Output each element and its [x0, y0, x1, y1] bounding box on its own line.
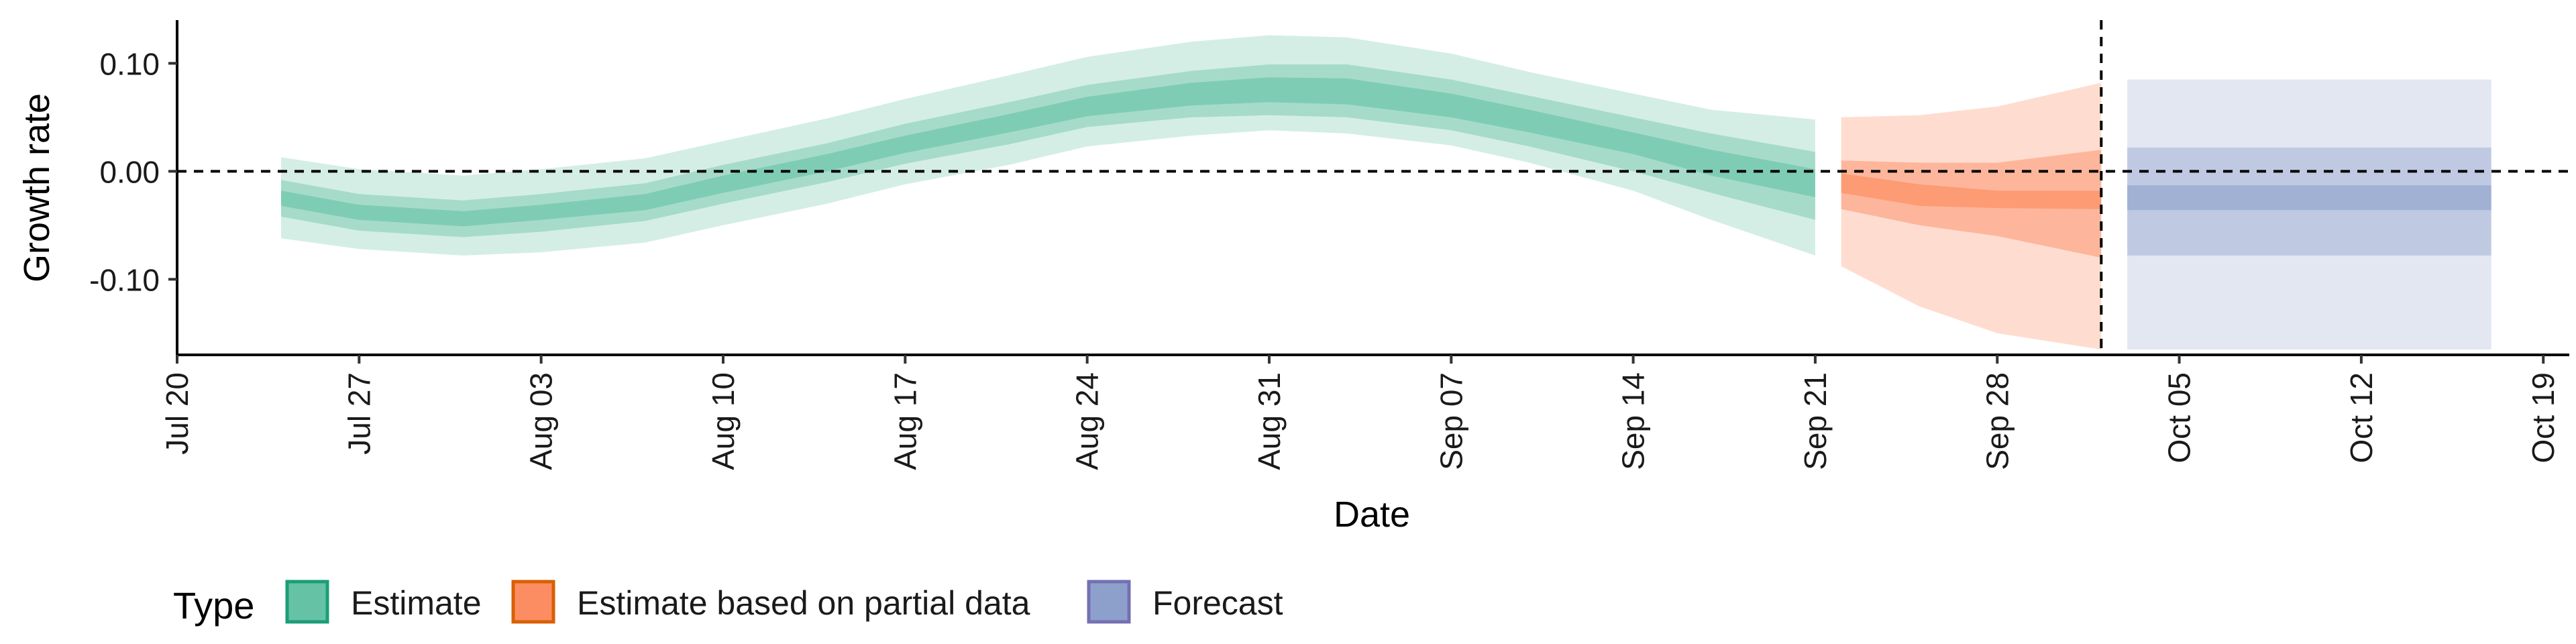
x-tick-label: Aug 24 [1070, 372, 1105, 470]
x-tick-label: Sep 21 [1798, 372, 1833, 470]
x-tick-label: Jul 27 [341, 372, 376, 455]
legend: Type Estimate Estimate based on partial d… [173, 580, 1283, 627]
legend-label: Estimate [351, 584, 482, 622]
x-tick-label: Aug 03 [524, 372, 559, 470]
x-ticks: Jul 20 Jul 27 Aug 03 Aug 10 Aug 17 Aug 24 Aug … [160, 355, 2561, 470]
x-tick-label: Oct 19 [2526, 372, 2561, 464]
x-tick-label: Sep 28 [1980, 372, 2015, 470]
x-tick-label: Sep 14 [1616, 372, 1651, 470]
y-ticks: 0.10 0.00 -0.10 [89, 46, 177, 297]
estimate-based-on-partial-data-outer-band [1841, 83, 2102, 350]
legend-key [511, 580, 555, 624]
legend-key [285, 580, 329, 624]
legend-label: Estimate based on partial data [577, 584, 1030, 622]
series-estimate [281, 35, 1815, 256]
x-tick-label: Oct 05 [2162, 372, 2197, 464]
y-tick-label: -0.10 [89, 262, 160, 297]
legend-item-estimate: Estimate [285, 580, 482, 624]
x-tick-label: Aug 10 [706, 372, 741, 470]
forecast-inner-band [2127, 185, 2491, 211]
estimate-based-on-partial-data-inner-band [1841, 173, 2102, 209]
x-tick-label: Jul 20 [160, 372, 195, 455]
x-axis-title: Date [1334, 494, 1410, 535]
reference-lines [177, 20, 2569, 355]
x-tick-label: Aug 17 [888, 372, 922, 470]
legend-label: Forecast [1152, 584, 1283, 622]
bands-layer [281, 35, 2491, 350]
y-tick-label: 0.00 [99, 154, 160, 189]
legend-key [1087, 580, 1131, 624]
forecast-outer-band [2127, 79, 2491, 350]
estimate-inner-band [281, 77, 1815, 227]
x-tick-label: Sep 07 [1434, 372, 1468, 470]
y-tick-label: 0.10 [99, 46, 160, 81]
series-forecast [2127, 79, 2491, 350]
axes [176, 20, 2569, 356]
legend-item-estimate-based-on-partial-data: Estimate based on partial data [511, 580, 1030, 624]
x-tick-label: Oct 12 [2344, 372, 2379, 464]
series-estimate-based-on-partial-data [1841, 83, 2102, 350]
x-tick-label: Aug 31 [1252, 372, 1287, 470]
y-axis-title: Growth rate [17, 93, 57, 282]
legend-title: Type [173, 584, 254, 627]
legend-item-forecast: Forecast [1087, 580, 1283, 624]
